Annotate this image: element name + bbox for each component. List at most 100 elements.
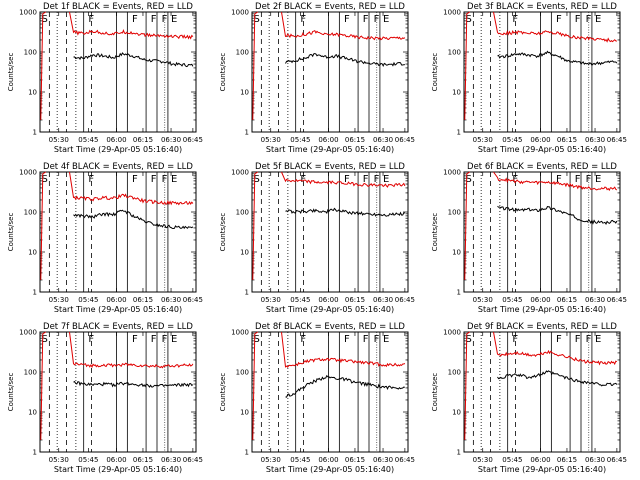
x-tick-label: 06:15 — [345, 136, 365, 144]
y-tick-label: 1000 — [443, 329, 461, 337]
flag-label: F — [300, 14, 306, 25]
flag-label: S — [254, 14, 260, 25]
lld-curve — [281, 11, 406, 41]
plot-frame — [39, 331, 197, 453]
flag-label: S — [466, 14, 472, 25]
flag-label: E — [171, 14, 177, 25]
panel-title: Det 8f BLACK = Events, RED = LLD — [255, 322, 405, 332]
x-tick-label: 06:00 — [106, 136, 126, 144]
y-tick-label: 10 — [240, 249, 249, 257]
x-tick-label: 06:15 — [133, 296, 153, 304]
y-tick-label: 10 — [240, 409, 249, 417]
flag-label: F — [162, 14, 168, 25]
flag-label: F — [132, 174, 138, 185]
lld-curve-spike — [464, 331, 471, 440]
lld-curve — [69, 331, 194, 369]
x-tick-label: 05:45 — [290, 296, 310, 304]
flag-label: F — [512, 174, 518, 185]
x-axis-label: Start Time (29-Apr-05 05:16:40) — [54, 145, 182, 154]
lld-curve — [69, 171, 194, 206]
y-tick-label: 1000 — [231, 9, 249, 17]
flag-label: F — [344, 14, 350, 25]
x-tick-label: 06:30 — [161, 456, 181, 464]
x-tick-label: 05:45 — [78, 136, 98, 144]
y-axis-label: Counts/sec — [7, 373, 15, 412]
x-tick-label: 06:15 — [557, 296, 577, 304]
x-tick-label: 06:45 — [395, 136, 415, 144]
y-tick-label: 10 — [28, 89, 37, 97]
panel-title: Det 9f BLACK = Events, RED = LLD — [467, 322, 617, 332]
chart-panel-9: Det 9f BLACK = Events, RED = LLD 1 10 100 10… — [431, 322, 627, 474]
x-tick-label: 06:15 — [345, 456, 365, 464]
chart-panel-4: Det 4f BLACK = Events, RED = LLD 1 10 100 10… — [7, 162, 203, 314]
flag-label: F — [575, 14, 581, 25]
lld-curve-spike — [464, 11, 471, 120]
events-curve — [285, 207, 405, 217]
flag-label: F — [151, 334, 157, 345]
x-tick-label: 06:15 — [557, 456, 577, 464]
x-tick-label: 05:45 — [502, 136, 522, 144]
x-tick-label: 06:15 — [557, 136, 577, 144]
flag-label: E — [383, 334, 389, 345]
y-tick-label: 1 — [245, 449, 249, 457]
x-tick-label: 06:00 — [530, 136, 550, 144]
x-tick-label: 06:00 — [318, 296, 338, 304]
x-tick-label: 05:45 — [290, 136, 310, 144]
plot-frame — [463, 331, 621, 453]
flag-label: F — [151, 14, 157, 25]
y-tick-label: 1000 — [443, 169, 461, 177]
events-curve — [285, 52, 405, 68]
x-axis-label: Start Time (29-Apr-05 05:16:40) — [478, 305, 606, 314]
y-axis-label: Counts/sec — [7, 53, 15, 92]
x-tick-label: 06:45 — [395, 456, 415, 464]
flag-label: S — [466, 174, 472, 185]
panel-title: Det 1f BLACK = Events, RED = LLD — [43, 2, 193, 12]
flag-label: S — [42, 174, 48, 185]
y-tick-label: 1 — [33, 129, 37, 137]
flag-label: F — [363, 174, 369, 185]
flag-label: F — [586, 334, 592, 345]
flag-label: F — [344, 334, 350, 345]
x-tick-label: 06:30 — [373, 136, 393, 144]
flag-label: E — [383, 174, 389, 185]
x-tick-label: 06:15 — [133, 456, 153, 464]
y-tick-label: 100 — [236, 49, 249, 57]
x-tick-label: 06:00 — [530, 296, 550, 304]
y-tick-label: 100 — [24, 209, 37, 217]
y-tick-label: 1000 — [443, 9, 461, 17]
y-tick-label: 100 — [24, 49, 37, 57]
flag-label: F — [363, 14, 369, 25]
y-tick-label: 1000 — [231, 329, 249, 337]
x-tick-label: 05:30 — [473, 136, 493, 144]
y-tick-label: 1 — [457, 289, 461, 297]
plot-frame — [463, 171, 621, 293]
x-tick-label: 05:30 — [261, 296, 281, 304]
lld-curve-spike — [252, 11, 259, 120]
x-tick-label: 05:45 — [290, 456, 310, 464]
y-tick-label: 1 — [245, 289, 249, 297]
flag-label: F — [162, 334, 168, 345]
panel-title: Det 2f BLACK = Events, RED = LLD — [255, 2, 405, 12]
lld-curve — [281, 331, 406, 368]
flag-label: E — [595, 334, 601, 345]
x-tick-label: 05:30 — [473, 296, 493, 304]
lld-curve-spike — [40, 171, 47, 280]
y-axis-label: Counts/sec — [7, 213, 15, 252]
lld-curve-spike — [252, 171, 259, 280]
lld-curve — [493, 331, 618, 366]
x-tick-label: 06:00 — [318, 456, 338, 464]
chart-panel-2: Det 2f BLACK = Events, RED = LLD 1 10 100 10… — [219, 2, 415, 154]
flag-label: S — [42, 14, 48, 25]
flag-label: S — [254, 174, 260, 185]
plot-frame — [39, 11, 197, 133]
flag-label: F — [556, 334, 562, 345]
x-tick-label: 06:00 — [106, 296, 126, 304]
chart-panel-7: Det 7f BLACK = Events, RED = LLD 1 10 100 10… — [7, 322, 203, 474]
flag-label: E — [595, 14, 601, 25]
x-tick-label: 06:15 — [345, 296, 365, 304]
y-tick-label: 10 — [240, 89, 249, 97]
y-tick-label: 1000 — [231, 169, 249, 177]
panel-title: Det 4f BLACK = Events, RED = LLD — [43, 162, 193, 172]
flag-label: F — [162, 174, 168, 185]
x-axis-label: Start Time (29-Apr-05 05:16:40) — [478, 465, 606, 474]
